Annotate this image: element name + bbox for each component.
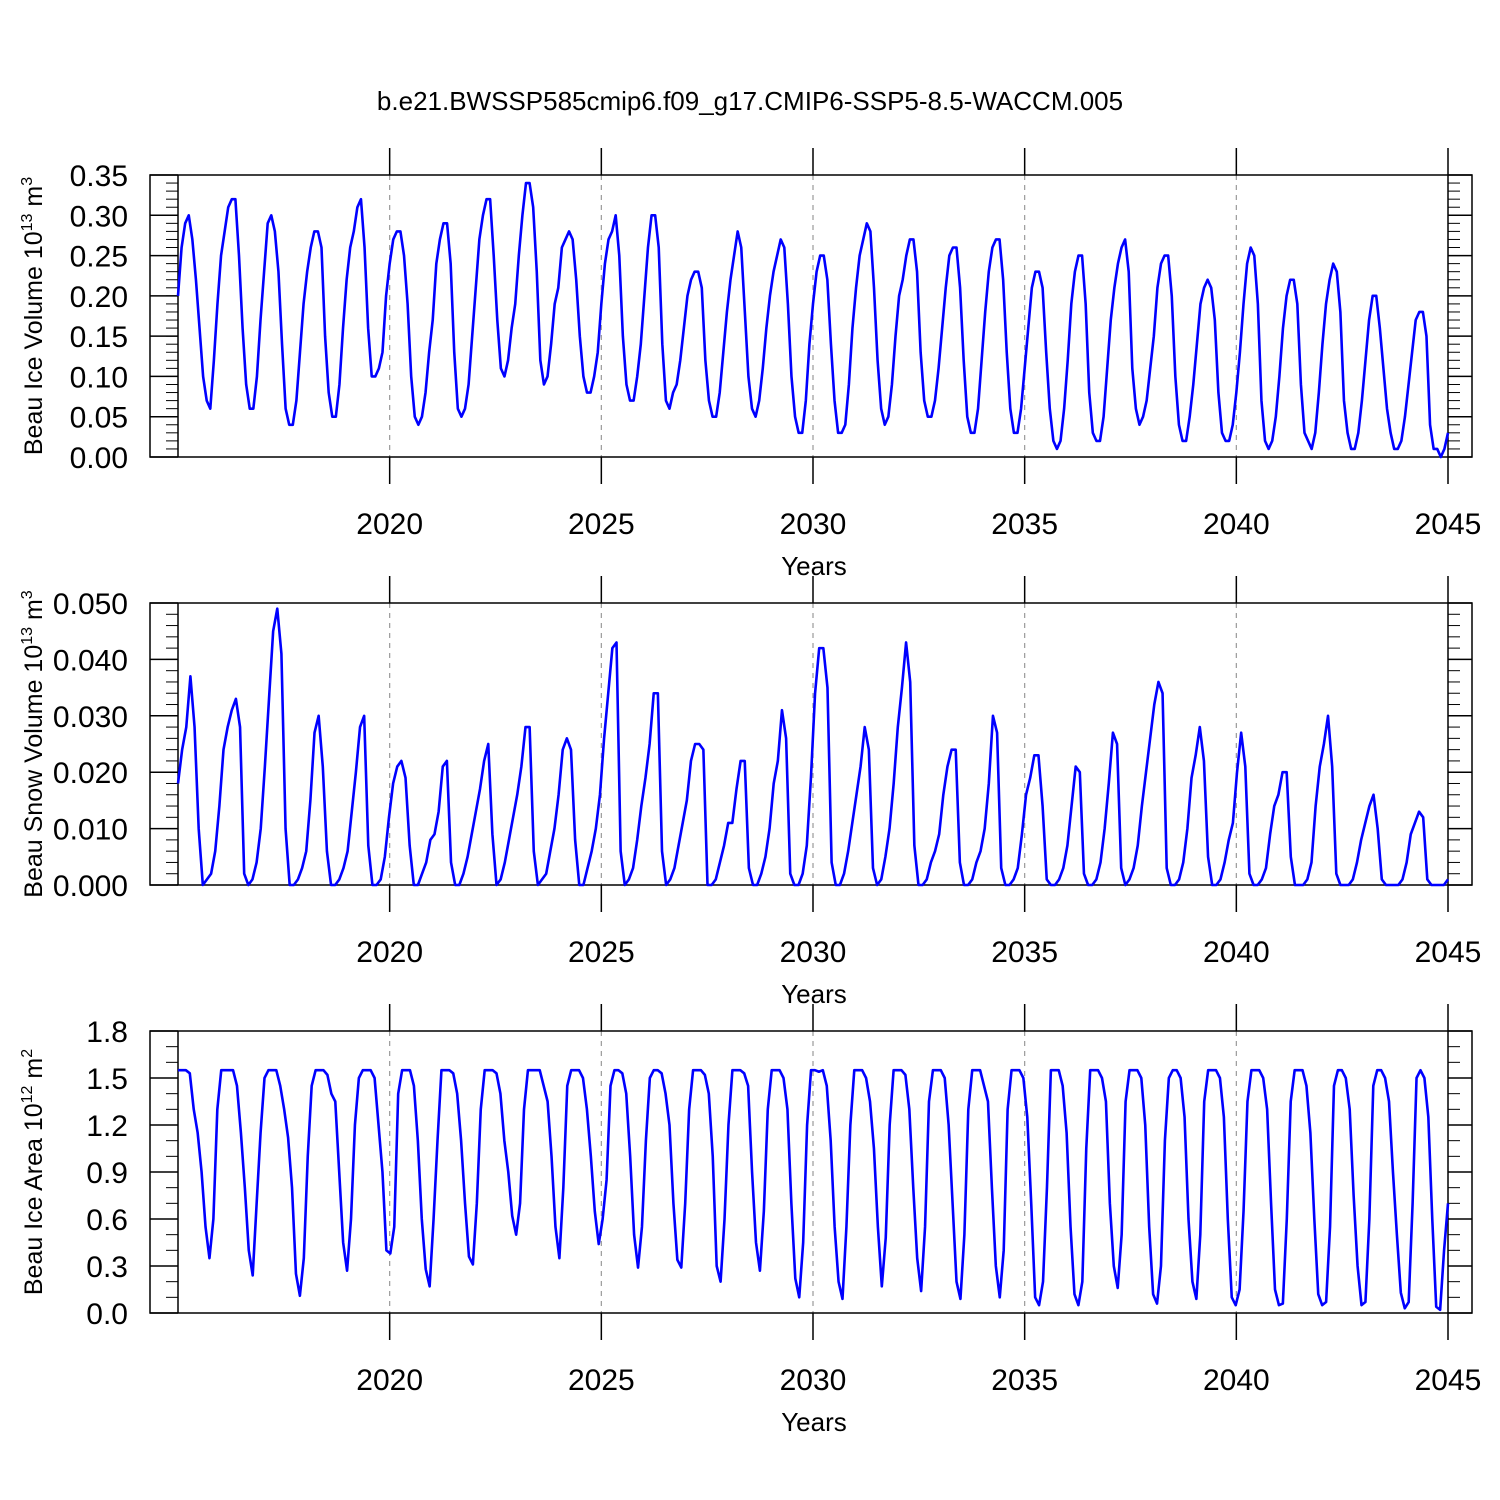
plot-frame <box>149 174 1473 458</box>
y-label-unit-exponent: 3 <box>19 590 36 599</box>
y-axis-label: Beau Snow Volume 1013 m3 <box>19 590 48 898</box>
x-tick-label: 2030 <box>780 508 847 541</box>
x-tick-label: 2025 <box>568 936 635 969</box>
y-tick-label: 0.000 <box>53 870 128 903</box>
x-tick-label: 2020 <box>356 508 423 541</box>
x-axis-label: Years <box>781 1407 847 1437</box>
y-label-exponent: 13 <box>19 213 36 231</box>
y-label-unit: m <box>20 599 48 627</box>
y-label-unit: m <box>20 186 48 214</box>
x-tick-label: 2040 <box>1203 508 1270 541</box>
series-line-snow-volume <box>176 607 1450 887</box>
x-tick-label: 2025 <box>568 1364 635 1397</box>
x-tick-label: 2040 <box>1203 1364 1270 1397</box>
y-label-main: Beau Ice Area 10 <box>20 1103 48 1295</box>
panel-ice-area: 0.0 0.3 0.6 0.9 1.2 1.5 1.8 2020 2025 2030 2035 204… <box>19 1004 1481 1437</box>
x-tick-label: 2045 <box>1415 936 1482 969</box>
x-tick-label: 2030 <box>780 936 847 969</box>
x-tick-label: 2035 <box>991 1364 1058 1397</box>
y-axis-label: Beau Ice Area 1012 m2 <box>19 1049 48 1295</box>
y-label-exponent: 13 <box>19 627 36 645</box>
y-tick-label: 0.0 <box>86 1298 128 1331</box>
x-tick-label: 2035 <box>991 936 1058 969</box>
y-label-unit-exponent: 3 <box>19 177 36 186</box>
y-label-unit-exponent: 2 <box>19 1049 36 1058</box>
y-tick-label: 0.3 <box>86 1251 128 1284</box>
y-tick-label: 0.010 <box>53 814 128 847</box>
x-tick-label: 2030 <box>780 1364 847 1397</box>
x-tick-label: 2045 <box>1415 1364 1482 1397</box>
x-tick-label: 2035 <box>991 508 1058 541</box>
x-tick-label: 2020 <box>356 936 423 969</box>
chart-title: b.e21.BWSSP585cmip6.f09_g17.CMIP6-SSP5-8… <box>377 86 1123 116</box>
x-tick-label: 2040 <box>1203 936 1270 969</box>
y-tick-label: 0.35 <box>70 160 128 193</box>
x-axis-label: Years <box>781 551 847 581</box>
plot-frame <box>149 602 1473 886</box>
x-tick-label: 2025 <box>568 508 635 541</box>
x-axis-label: Years <box>781 979 847 1009</box>
y-tick-label: 0.9 <box>86 1157 128 1190</box>
x-tick-label: 2045 <box>1415 508 1482 541</box>
y-tick-label: 0.030 <box>53 701 128 734</box>
panel-snow-volume: 0.000 0.010 0.020 0.030 0.040 0.050 2020 2025 20… <box>19 576 1481 1009</box>
y-tick-label: 1.5 <box>86 1063 128 1096</box>
x-tick-label: 2020 <box>356 1364 423 1397</box>
y-tick-label: 0.050 <box>53 588 128 621</box>
panel-ice-volume: 0.00 0.05 0.10 0.15 0.20 0.25 0.30 0.35 2020 2025… <box>19 148 1481 581</box>
y-tick-label: 0.20 <box>70 281 128 314</box>
y-tick-label: 0.25 <box>70 241 128 274</box>
series-line-ice-volume <box>176 181 1450 459</box>
y-tick-label: 0.6 <box>86 1204 128 1237</box>
y-tick-label: 0.00 <box>70 442 128 475</box>
y-tick-label: 0.30 <box>70 200 128 233</box>
y-label-main: Beau Snow Volume 10 <box>20 645 48 898</box>
y-label-main: Beau Ice Volume 10 <box>20 231 48 455</box>
series-line-ice-area <box>178 1068 1450 1312</box>
y-tick-label: 0.10 <box>70 361 128 394</box>
y-label-unit: m <box>20 1058 48 1086</box>
y-tick-label: 0.05 <box>70 402 128 435</box>
y-tick-label: 0.15 <box>70 321 128 354</box>
y-tick-label: 0.020 <box>53 757 128 790</box>
y-tick-label: 0.040 <box>53 644 128 677</box>
y-tick-label: 1.8 <box>86 1016 128 1049</box>
y-tick-label: 1.2 <box>86 1110 128 1143</box>
y-label-exponent: 12 <box>19 1085 36 1103</box>
y-axis-label: Beau Ice Volume 1013 m3 <box>19 177 48 455</box>
